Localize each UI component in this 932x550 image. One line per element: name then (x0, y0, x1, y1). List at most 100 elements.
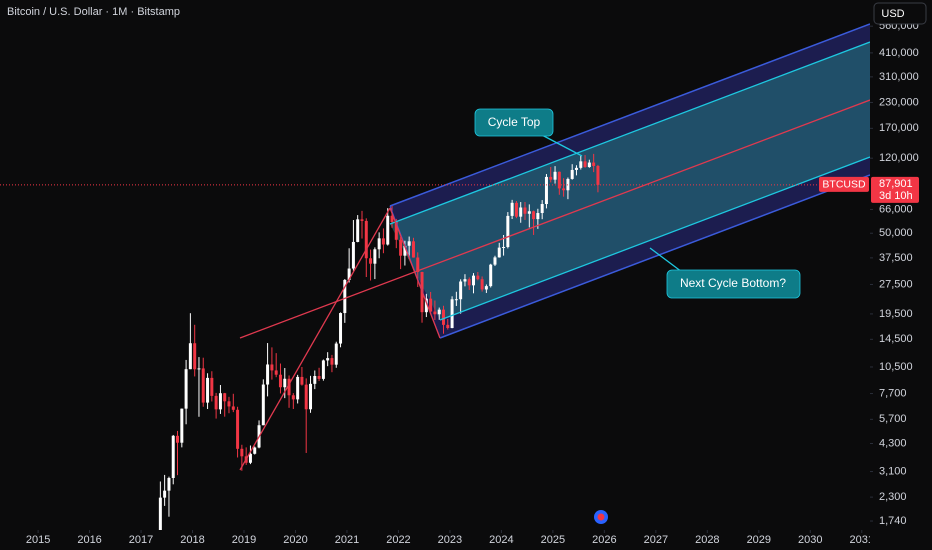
candle-body (514, 202, 518, 217)
candle-body (351, 241, 355, 269)
countdown-text: 3d 10h (879, 190, 913, 202)
candle-body (266, 364, 270, 385)
candle-body (416, 257, 420, 273)
y-tick-label: 230,000 (879, 96, 919, 108)
currency-button[interactable] (873, 2, 927, 25)
candle-body (394, 221, 398, 240)
candle-body (326, 358, 330, 361)
candle-body (330, 358, 334, 365)
y-tick-label: 14,500 (879, 333, 913, 345)
symbol-text: BTCUSD (822, 179, 866, 191)
candle-body (463, 279, 467, 282)
candle-body (291, 395, 295, 400)
candle-body (236, 409, 240, 449)
y-tick-label: 27,500 (879, 278, 913, 290)
candle-body (497, 247, 501, 258)
y-tick-label: 37,500 (879, 252, 913, 264)
candle-body (248, 453, 252, 463)
candle-body (364, 220, 368, 259)
cycle-rise-line (239, 207, 391, 471)
symbol-tag (819, 176, 869, 192)
candle-body (484, 286, 488, 290)
candle-body (274, 370, 278, 375)
candle-body (596, 165, 600, 185)
candle-body (557, 171, 561, 189)
logo-dot (597, 513, 605, 521)
y-tick-label: 5,700 (879, 413, 907, 425)
candle-body (437, 309, 441, 315)
candle-body (540, 204, 544, 214)
candle-body (532, 211, 536, 220)
x-tick-label: 2019 (232, 534, 256, 546)
candle-body (158, 497, 162, 530)
channel-lower-inner-line (439, 156, 870, 321)
candle-body (184, 369, 188, 409)
x-tick-label: 2023 (438, 534, 462, 546)
trend-lines (239, 23, 870, 471)
x-tick-label: 2029 (747, 534, 771, 546)
candle-body (536, 213, 540, 220)
y-tick-label: 120,000 (879, 152, 919, 164)
candle-body (317, 376, 321, 379)
candle-body (454, 299, 458, 301)
candle-body (446, 324, 450, 329)
candle-body (278, 374, 282, 388)
candle-body (197, 368, 201, 370)
candle-body (373, 249, 377, 264)
y-tick-label: 2,300 (879, 491, 907, 503)
candle-body (270, 364, 274, 371)
x-tick-label: 2017 (129, 534, 153, 546)
candle-body (459, 281, 463, 300)
candle-body (347, 268, 351, 280)
candle-body (411, 241, 415, 258)
candle-body (562, 188, 566, 191)
channel-bottom-line (439, 174, 870, 339)
candle-body (472, 275, 476, 286)
candle-body (583, 161, 587, 168)
candle-body (429, 298, 433, 312)
candle-body (549, 176, 553, 180)
candle-body (519, 207, 523, 217)
candle-body (227, 401, 231, 407)
candle-body (180, 408, 184, 443)
x-tick-label: 2020 (283, 534, 307, 546)
candle-body (502, 246, 506, 248)
channel-drawing (390, 24, 870, 338)
currency-label[interactable]: USD (881, 8, 904, 20)
candle-body (476, 275, 480, 280)
x-tick-label: 2028 (695, 534, 719, 546)
candle-body (356, 219, 360, 242)
price-text: 87,901 (879, 178, 913, 190)
candle-body (253, 447, 257, 454)
candle-body (433, 311, 437, 315)
candle-body (313, 376, 317, 384)
candle-body (201, 368, 205, 403)
candle-body (360, 219, 364, 221)
candle-body (587, 162, 591, 168)
candle-body (407, 241, 411, 246)
callout-box (666, 269, 801, 299)
x-tick-label: 2031 (850, 534, 874, 546)
mid-line (239, 99, 870, 339)
y-axis: 1,740 2,300 3,100 4,300 5,700 7,700 10,500 14,5… (870, 20, 919, 527)
candle-body (231, 406, 235, 410)
x-tick-label: 2026 (592, 534, 616, 546)
candle-body (399, 239, 403, 256)
y-tick-label: 66,000 (879, 203, 913, 215)
price-tag (871, 176, 919, 203)
candle-body (193, 343, 197, 370)
y-tick-label: 10,500 (879, 361, 913, 373)
candle-body (403, 245, 407, 256)
candle-body (210, 377, 214, 396)
candle-body (300, 376, 304, 385)
x-tick-label: 2016 (77, 534, 101, 546)
candle-body (377, 238, 381, 250)
y-tick-label: 7,700 (879, 387, 907, 399)
callout-pointer (649, 247, 683, 273)
y-tick-label: 310,000 (879, 71, 919, 83)
candle-body (339, 313, 343, 344)
candle-body (506, 215, 510, 247)
candle-body (424, 298, 428, 313)
